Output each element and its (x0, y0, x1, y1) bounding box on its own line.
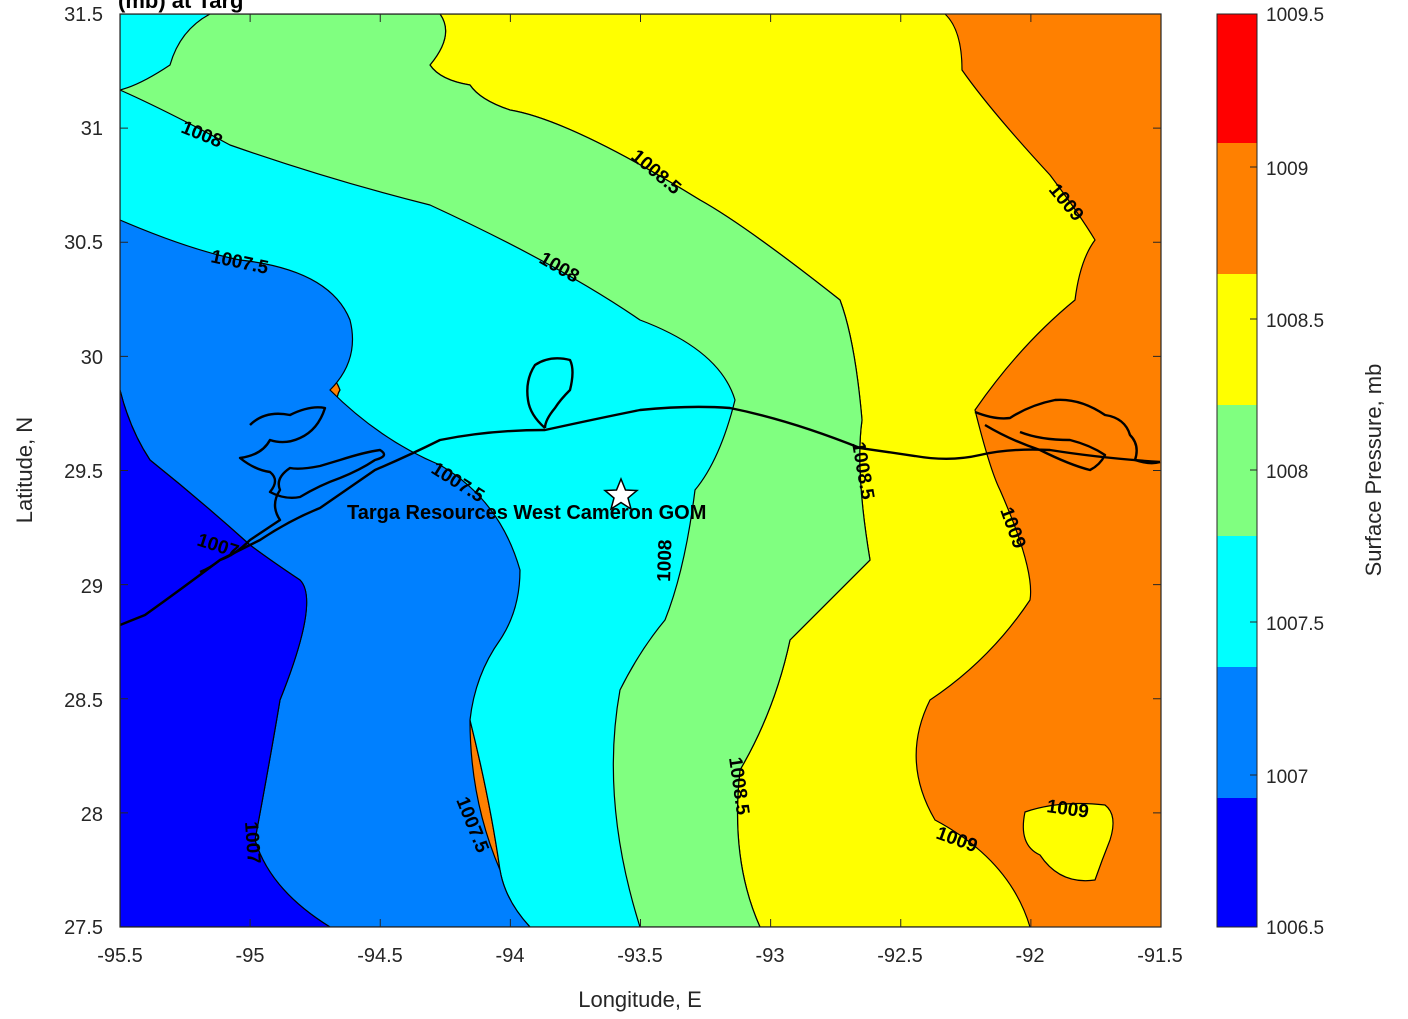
colorbar-tick-marks (1250, 13, 1257, 928)
colorbar-label: Surface Pressure, mb (1361, 364, 1386, 577)
contour-label: 1008 (654, 539, 676, 582)
x-axis-label: Longitude, E (578, 987, 702, 1012)
y-axis-label: Latitude, N (12, 417, 37, 523)
region-below-1006-75 (120, 389, 332, 927)
colorbar-swatch (1217, 143, 1257, 274)
colorbar-swatch (1217, 536, 1257, 667)
gulf-coastline (120, 405, 1161, 627)
x-tick-label: -94.5 (357, 945, 403, 967)
tick-marks (119, 13, 1162, 928)
x-tick-label: -93.5 (617, 945, 663, 967)
contour-fill-group (120, 14, 1161, 927)
figure-title: (mb) at Targ (118, 0, 243, 13)
region-1009-island (1022, 802, 1114, 882)
colorbar-tick-label: 1008.5 (1266, 311, 1324, 332)
colorbar-swatch (1217, 667, 1257, 798)
colorbar-swatch (1217, 274, 1257, 405)
colorbar-swatches (1217, 14, 1257, 927)
x-tick-label: -92.5 (877, 945, 923, 967)
y-tick-label: 30 (81, 347, 103, 369)
colorbar: 1009.5 1009 1008.5 1008 1007.5 1007 1006… (1216, 5, 1386, 939)
y-tick-label: 28.5 (64, 690, 103, 712)
contour-label: 1007 (240, 821, 264, 865)
vermilion-bay (974, 398, 1161, 472)
y-tick-label: 29.5 (64, 461, 103, 483)
x-tick-labels: -95.5 -95 -94.5 -94 -93.5 -93 -92.5 -92 … (97, 945, 1183, 967)
y-tick-labels: 31.5 31 30.5 30 29.5 29 28.5 28 27.5 (64, 4, 103, 939)
colorbar-tick-label: 1009 (1266, 159, 1308, 180)
colorbar-tick-label: 1006.5 (1266, 918, 1324, 939)
coastline (120, 357, 1161, 627)
x-tick-label: -93 (756, 945, 785, 967)
y-tick-label: 29 (81, 576, 103, 598)
star-icon (603, 477, 639, 511)
x-tick-label: -95.5 (97, 945, 143, 967)
colorbar-tick-label: 1007 (1266, 767, 1308, 788)
y-tick-label: 31.5 (64, 4, 103, 26)
site-label: Targa Resources West Cameron GOM (347, 502, 706, 524)
x-tick-label: -92 (1016, 945, 1045, 967)
colorbar-tick-label: 1009.5 (1266, 5, 1324, 26)
y-tick-label: 27.5 (64, 917, 103, 939)
galveston-bay (199, 406, 386, 574)
site-marker: Targa Resources West Cameron GOM (347, 477, 706, 524)
x-tick-label: -94 (496, 945, 525, 967)
colorbar-tick-label: 1008 (1266, 462, 1308, 483)
x-tick-label: -95 (236, 945, 265, 967)
x-tick-label: -91.5 (1137, 945, 1183, 967)
colorbar-tick-label: 1007.5 (1266, 614, 1324, 635)
sabine-lake (526, 357, 574, 429)
y-tick-label: 28 (81, 804, 103, 826)
colorbar-swatch (1217, 14, 1257, 143)
y-tick-label: 31 (81, 118, 103, 140)
colorbar-swatch (1217, 798, 1257, 927)
y-tick-label: 30.5 (64, 232, 103, 254)
